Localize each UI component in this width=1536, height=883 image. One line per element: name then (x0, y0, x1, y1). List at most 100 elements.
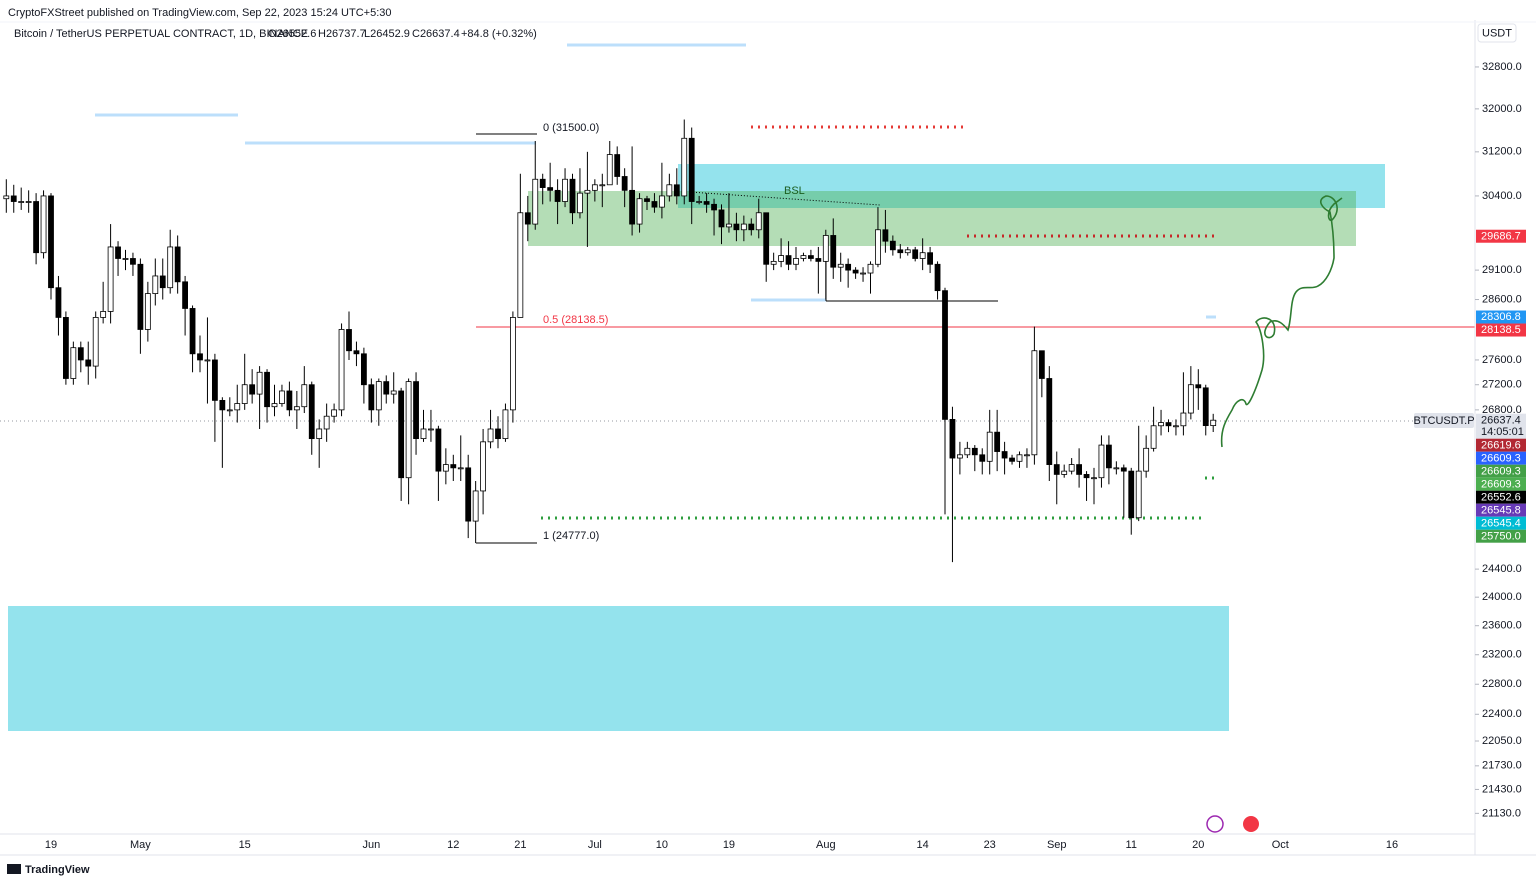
candle-body (1091, 477, 1097, 480)
symbol-tag: BTCUSDT.P (1413, 415, 1474, 427)
x-tick-label: 16 (1386, 839, 1398, 851)
candle-body (532, 178, 539, 225)
price-label-box (1476, 451, 1526, 465)
y-tick-label: 22050.0 (1482, 735, 1522, 747)
price-label: 25750.0 (1481, 530, 1521, 542)
candle-body (1120, 467, 1127, 472)
x-tick-label: Jul (588, 839, 602, 851)
candle-body (897, 249, 904, 254)
candle-body (808, 255, 814, 259)
drawings (0, 43, 1475, 731)
candle-body (934, 263, 941, 292)
candle-body (293, 406, 300, 411)
price-label-box (1476, 516, 1526, 530)
icon[interactable] (1243, 816, 1259, 832)
y-tick-label: 21130.0 (1482, 807, 1521, 819)
price-label: 26609.3 (1481, 452, 1521, 464)
x-tick-label: Oct (1272, 839, 1289, 851)
candle-body (346, 329, 352, 352)
candle-body (569, 178, 576, 214)
candle-body (159, 275, 166, 289)
candle-body (673, 184, 680, 197)
candle-body (435, 428, 442, 472)
candle-body (793, 258, 799, 265)
candle-body (383, 381, 390, 395)
candle-body (606, 154, 613, 186)
candle-body (971, 447, 978, 456)
candle-body (85, 359, 92, 367)
candle-body (92, 317, 99, 367)
candle-body (55, 287, 62, 318)
price-label-box (1476, 323, 1526, 337)
symbol: Bitcoin / TetherUS PERPETUAL CONTRACT, 1… (14, 28, 308, 40)
price-label: 28306.8 (1481, 311, 1521, 323)
candle-body (986, 431, 993, 462)
candle-body (621, 176, 628, 191)
candle-body (457, 467, 464, 470)
candle-body (502, 409, 509, 440)
y-tick-label: 24000.0 (1482, 591, 1522, 603)
hand-drawing (1220, 195, 1343, 448)
candle-body (889, 240, 896, 251)
candle-body (837, 263, 844, 268)
price-label-box (1476, 438, 1526, 452)
candle-body (509, 317, 516, 411)
candle-body (331, 409, 338, 417)
candle-body (539, 178, 546, 188)
candle-body (882, 229, 889, 242)
candle-body (718, 209, 725, 228)
candle-body (1113, 467, 1120, 470)
candle-body (733, 223, 740, 231)
candle-body (1098, 444, 1105, 479)
y-tick-label: 31200.0 (1482, 146, 1522, 158)
candle-body (472, 490, 479, 522)
candle-body (122, 258, 129, 260)
candle-body (1187, 384, 1194, 414)
candle-body (3, 195, 10, 200)
y-tick-label: 22400.0 (1482, 708, 1522, 720)
candle-body (1135, 470, 1142, 519)
y-tick-label: 26800.0 (1482, 404, 1522, 416)
icon[interactable] (1206, 815, 1224, 833)
y-tick-label: 27200.0 (1482, 379, 1522, 391)
ohlc: O26552.6 (268, 28, 316, 40)
candle-body (413, 381, 419, 440)
change: +84.8 (+0.32%) (461, 28, 537, 40)
candle-body (390, 390, 397, 395)
candle-body (1202, 387, 1209, 427)
candle-body (249, 384, 256, 395)
candle-body (875, 229, 881, 265)
candle-body (10, 195, 17, 202)
candle-body (1038, 350, 1045, 379)
candle-body (979, 454, 986, 462)
candle-body (629, 189, 635, 225)
candle-body (70, 347, 77, 379)
candle-body (107, 246, 114, 312)
candle-body (219, 399, 226, 411)
currency-box[interactable] (1477, 23, 1517, 43)
candle-body (599, 184, 606, 187)
candle-body (755, 212, 762, 231)
candle-body (852, 269, 859, 274)
fib-label: 1 (24777.0) (543, 530, 599, 542)
candle-body (279, 390, 285, 404)
price-label-box (1476, 229, 1526, 243)
candle-body (137, 263, 144, 330)
candle-body (815, 258, 822, 262)
y-tick-label: 23600.0 (1482, 620, 1522, 632)
price-label-box (1476, 310, 1526, 324)
candle-body (271, 403, 278, 408)
candle-body (1106, 444, 1112, 469)
candle-body (1061, 470, 1068, 475)
candle-body (77, 347, 84, 361)
candle-body (994, 431, 1001, 452)
candle-body (25, 201, 32, 203)
candle-body (1031, 350, 1038, 456)
price-label: 28138.5 (1481, 324, 1521, 336)
price-label-box (1476, 477, 1526, 491)
candle-body (949, 418, 956, 459)
price-label: 26619.6 (1481, 439, 1521, 451)
candle-body (1068, 464, 1075, 472)
